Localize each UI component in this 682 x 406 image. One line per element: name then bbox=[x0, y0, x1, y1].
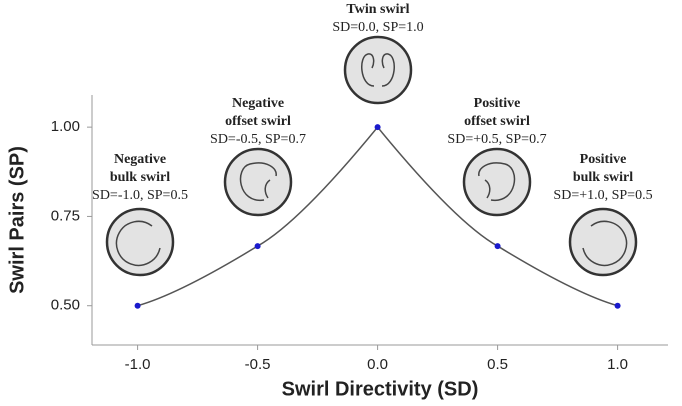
y-tick-label: 0.75 bbox=[51, 207, 80, 224]
x-tick-label: 1.0 bbox=[607, 356, 628, 373]
icon-circle bbox=[343, 35, 413, 105]
icon-circle bbox=[568, 207, 638, 277]
annotation-title: Positive bbox=[580, 152, 627, 167]
icon-swirl bbox=[239, 162, 277, 201]
y-axis-title: Swirl Pairs (SP) bbox=[6, 146, 28, 294]
icon-swirl bbox=[582, 220, 628, 267]
point bbox=[614, 302, 621, 309]
annotation-title: offset swirl bbox=[225, 114, 291, 129]
annotation-text: SD=0.0, SP=1.0 bbox=[332, 20, 423, 35]
y-tick-label: 0.50 bbox=[51, 297, 80, 314]
annotation-title: Positive bbox=[474, 96, 521, 111]
point bbox=[254, 243, 261, 250]
annotation-title: bulk swirl bbox=[110, 170, 170, 185]
annotation-text: SD=-1.0, SP=0.5 bbox=[92, 188, 188, 203]
x-tick-label: -0.5 bbox=[245, 356, 271, 373]
annotation-text: SD=+0.5, SP=0.7 bbox=[447, 132, 546, 147]
x-tick-label: 0.0 bbox=[367, 356, 388, 373]
icon-circle bbox=[223, 147, 293, 217]
annotation-title: offset swirl bbox=[464, 114, 530, 129]
series-line bbox=[137, 125, 618, 307]
annotation-title: bulk swirl bbox=[573, 170, 633, 185]
point bbox=[134, 302, 141, 309]
annotation-title: Twin swirl bbox=[346, 2, 409, 17]
icon-swirl bbox=[361, 53, 395, 87]
y-tick-label: 1.00 bbox=[51, 118, 80, 135]
icon-swirl bbox=[115, 220, 161, 267]
annotation-title: Negative bbox=[114, 152, 166, 167]
x-axis-title: Swirl Directivity (SD) bbox=[282, 378, 479, 400]
x-tick-label: 0.5 bbox=[487, 356, 508, 373]
annotation-title: Negative bbox=[232, 96, 284, 111]
x-tick-label: -1.0 bbox=[125, 356, 151, 373]
icon-swirl bbox=[478, 162, 516, 201]
swirl-icon bbox=[343, 35, 413, 105]
swirl-icon bbox=[462, 147, 532, 217]
annotation-text: SD=+1.0, SP=0.5 bbox=[553, 188, 652, 203]
annotation-text: SD=-0.5, SP=0.7 bbox=[210, 132, 306, 147]
swirl-icon bbox=[568, 207, 638, 277]
icon-circle bbox=[105, 207, 175, 277]
point bbox=[494, 243, 501, 250]
swirl-icon bbox=[223, 147, 293, 217]
point bbox=[374, 124, 381, 131]
icon-circle bbox=[462, 147, 532, 217]
swirl-icon bbox=[105, 207, 175, 277]
